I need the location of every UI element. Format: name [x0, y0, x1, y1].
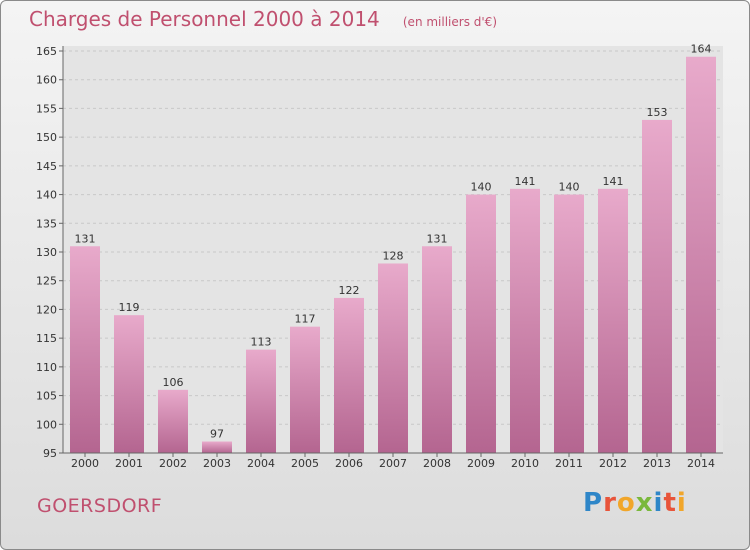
- y-tick-label: 125: [36, 275, 57, 288]
- x-tick-label-2008: 2008: [423, 457, 451, 470]
- bar-2012: [598, 188, 628, 454]
- y-tick-label: 105: [36, 390, 57, 403]
- data-label-2004: 113: [251, 336, 272, 349]
- data-label-2005: 117: [295, 313, 316, 326]
- data-label-2006: 122: [339, 284, 360, 297]
- y-tick-label: 130: [36, 246, 57, 259]
- y-tick-label: 165: [36, 45, 57, 58]
- x-tick-label-2005: 2005: [291, 457, 319, 470]
- x-tick-label-2010: 2010: [511, 457, 539, 470]
- y-tick-label: 115: [36, 332, 57, 345]
- x-tick-label-2004: 2004: [247, 457, 275, 470]
- x-tick-label-2011: 2011: [555, 457, 583, 470]
- y-tick-label: 120: [36, 303, 57, 316]
- data-label-2008: 131: [427, 232, 448, 245]
- logo-letter: i: [653, 488, 664, 518]
- data-label-2001: 119: [119, 301, 140, 314]
- bar-2001: [114, 315, 144, 453]
- y-tick-label: 140: [36, 189, 57, 202]
- x-tick-label-2012: 2012: [599, 457, 627, 470]
- x-tick-label-2002: 2002: [159, 457, 187, 470]
- bar-2004: [246, 349, 276, 453]
- x-tick-label-2007: 2007: [379, 457, 407, 470]
- logo-letter: x: [635, 488, 654, 518]
- bar-2011: [554, 194, 584, 454]
- chart-subtitle: (en milliers d'€): [402, 15, 497, 29]
- y-tick-label: 145: [36, 160, 57, 173]
- data-label-2012: 141: [603, 175, 624, 188]
- bar-2000: [70, 246, 100, 453]
- y-axis-ticks: 95 100 105 110 115 120 125 130 135 140 145 150 155 16…: [36, 45, 63, 460]
- logo-letter: P: [583, 488, 604, 518]
- x-tick-label-2000: 2000: [71, 457, 99, 470]
- y-tick-label: 150: [36, 131, 57, 144]
- bar-2013: [642, 119, 672, 454]
- x-axis-ticks: 2000 2001 2002 2003 2004 2005 2006 2007 2008 2009…: [71, 453, 715, 470]
- bar-2009: [466, 194, 496, 454]
- data-label-2013: 153: [647, 106, 668, 119]
- logo-letter: r: [603, 488, 617, 518]
- data-labels: 131 119 106 97 113 117 122 128 131 140 141 140 141 15…: [75, 43, 712, 441]
- data-label-2003: 97: [210, 428, 224, 441]
- logo-letter: o: [616, 488, 636, 518]
- x-tick-label-2006: 2006: [335, 457, 363, 470]
- title-row: Charges de Personnel 2000 à 2014 (en mil…: [29, 7, 497, 31]
- y-tick-label: 110: [36, 361, 57, 374]
- bar-2006: [334, 297, 364, 453]
- data-label-2002: 106: [163, 376, 184, 389]
- data-label-2014: 164: [691, 43, 712, 56]
- logo-letter: i: [676, 488, 687, 518]
- bar-2010: [510, 188, 540, 454]
- proxiti-logo[interactable]: Proxiti: [583, 488, 687, 518]
- y-tick-label: 135: [36, 217, 57, 230]
- bar-2014: [686, 56, 716, 453]
- data-label-2011: 140: [559, 181, 580, 194]
- y-tick-label: 100: [36, 418, 57, 431]
- x-tick-label-2014: 2014: [687, 457, 715, 470]
- y-tick-label: 160: [36, 74, 57, 87]
- x-tick-label-2001: 2001: [115, 457, 143, 470]
- data-label-2009: 140: [471, 181, 492, 194]
- bar-2003: [202, 441, 232, 453]
- y-tick-label: 95: [43, 447, 57, 460]
- logo-letter: t: [663, 488, 677, 518]
- data-label-2010: 141: [515, 175, 536, 188]
- x-tick-label-2013: 2013: [643, 457, 671, 470]
- x-tick-label-2009: 2009: [467, 457, 495, 470]
- chart-title: Charges de Personnel 2000 à 2014: [29, 7, 380, 31]
- commune-name: GOERSDORF: [37, 495, 163, 517]
- bar-2002: [158, 389, 188, 453]
- x-tick-label-2003: 2003: [203, 457, 231, 470]
- bars: [70, 56, 716, 454]
- bar-2008: [422, 246, 452, 453]
- bar-2007: [378, 263, 408, 453]
- data-label-2000: 131: [75, 232, 96, 245]
- data-label-2007: 128: [383, 249, 404, 262]
- y-tick-label: 155: [36, 102, 57, 115]
- bar-2005: [290, 326, 320, 453]
